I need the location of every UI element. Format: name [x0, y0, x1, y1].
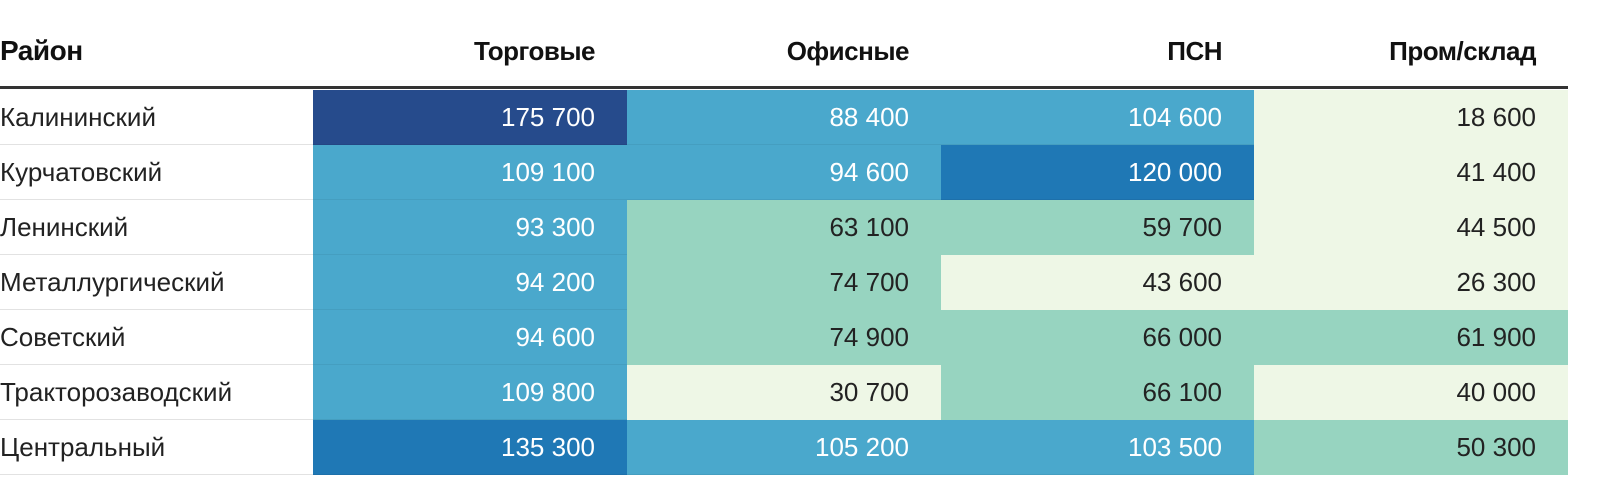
row-label: Советский: [0, 310, 313, 365]
value-cell: 18 600: [1254, 90, 1568, 145]
row-label: Металлургический: [0, 255, 313, 310]
column-header: Офисные: [786, 35, 910, 66]
row-label: Центральный: [0, 420, 313, 475]
value-cell: 109 800: [313, 365, 627, 420]
value-cell: 94 600: [313, 310, 627, 365]
value-cell: 103 500: [941, 420, 1254, 475]
column-header: Район: [0, 35, 83, 66]
value-cell: 109 100: [313, 145, 627, 200]
value-cell: 105 200: [627, 420, 941, 475]
value-cell: 50 300: [1254, 420, 1568, 475]
value-cell: 44 500: [1254, 200, 1568, 255]
value-cell: 93 300: [313, 200, 627, 255]
value-cell: 88 400: [627, 90, 941, 145]
value-cell: 135 300: [313, 420, 627, 475]
column-header: Пром/склад: [1389, 35, 1536, 66]
value-cell: 94 200: [313, 255, 627, 310]
row-label: Тракторозаводский: [0, 365, 313, 420]
column-header: Торговые: [473, 35, 596, 66]
column-header: ПСН: [1167, 35, 1222, 66]
row-label: Ленинский: [0, 200, 313, 255]
value-cell: 41 400: [1254, 145, 1568, 200]
value-cell: 43 600: [941, 255, 1254, 310]
value-cell: 104 600: [941, 90, 1254, 145]
value-cell: 59 700: [941, 200, 1254, 255]
value-cell: 94 600: [627, 145, 941, 200]
row-label: Курчатовский: [0, 145, 313, 200]
value-cell: 66 000: [941, 310, 1254, 365]
value-cell: 63 100: [627, 200, 941, 255]
value-cell: 175 700: [313, 90, 627, 145]
value-cell: 40 000: [1254, 365, 1568, 420]
value-cell: 74 700: [627, 255, 941, 310]
value-cell: 61 900: [1254, 310, 1568, 365]
value-cell: 120 000: [941, 145, 1254, 200]
value-cell: 74 900: [627, 310, 941, 365]
value-cell: 26 300: [1254, 255, 1568, 310]
header-rule: [0, 86, 1568, 89]
row-label: Калининский: [0, 90, 313, 145]
value-cell: 30 700: [627, 365, 941, 420]
value-cell: 66 100: [941, 365, 1254, 420]
